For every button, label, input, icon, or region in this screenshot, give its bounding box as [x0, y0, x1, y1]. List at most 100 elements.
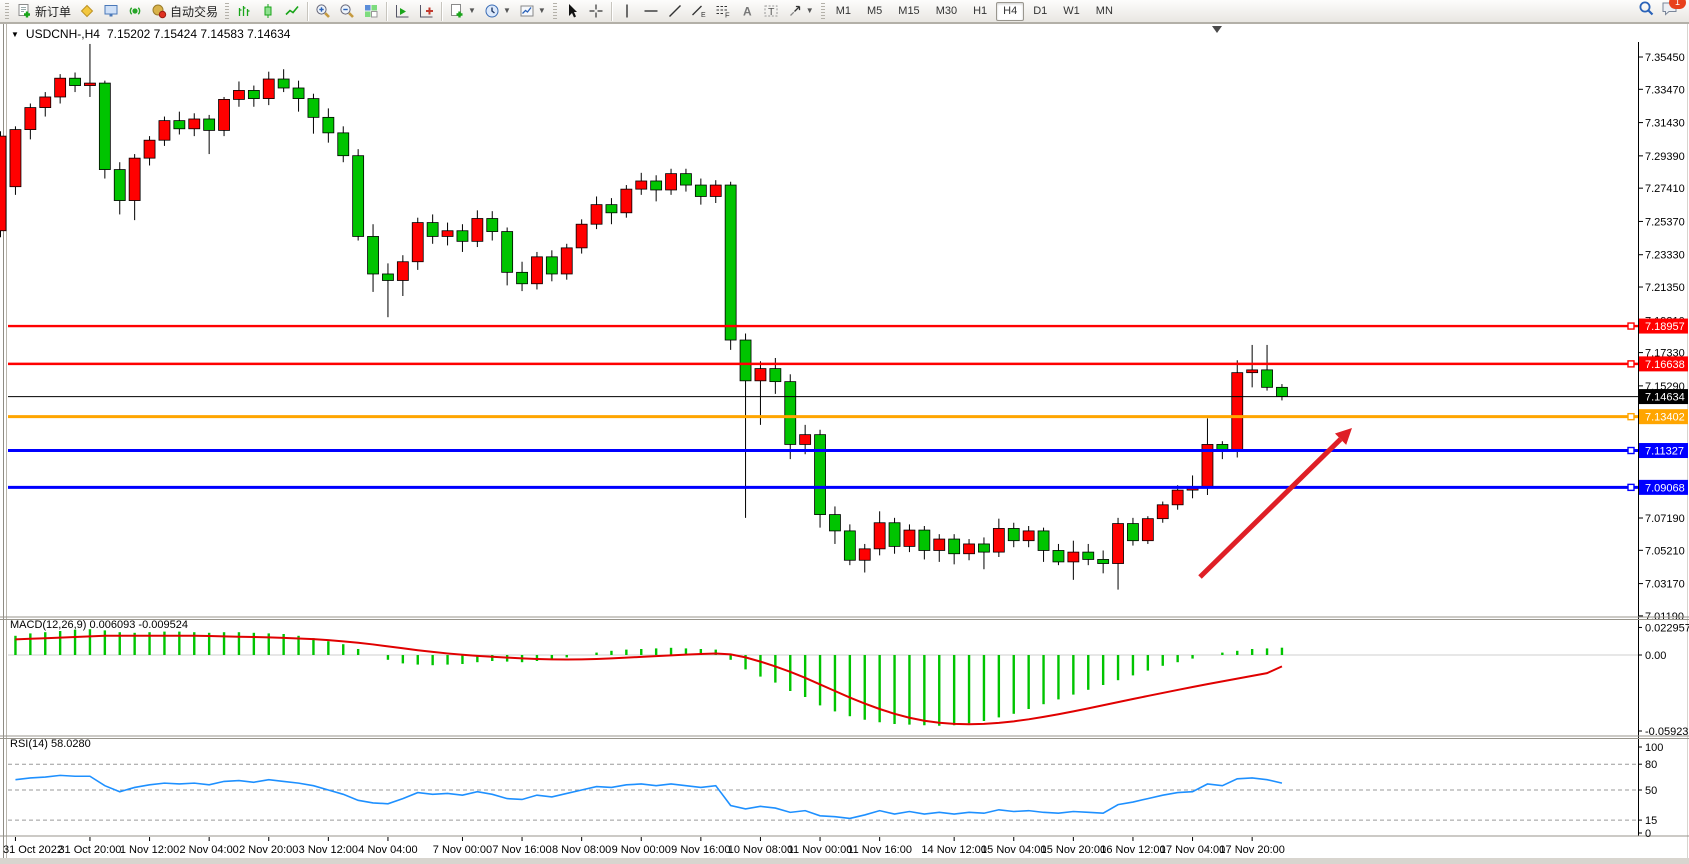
trendline-tool-button[interactable]	[663, 0, 687, 23]
fibonacci-tool-button[interactable]: F	[711, 0, 735, 23]
chart-shift-button[interactable]	[414, 0, 438, 23]
search-icon[interactable]	[1638, 0, 1655, 22]
zoom-out-icon	[339, 3, 355, 19]
zoom-in-button[interactable]	[311, 0, 335, 23]
timeframe-H4[interactable]: H4	[996, 1, 1025, 21]
svg-text:7.33470: 7.33470	[1645, 84, 1685, 96]
zoom-out-button[interactable]	[335, 0, 359, 23]
svg-text:0.00: 0.00	[1645, 650, 1666, 662]
svg-text:3 Nov 12:00: 3 Nov 12:00	[299, 844, 358, 856]
macd-signal-line	[15, 634, 1283, 726]
templates-button[interactable]: ▼	[515, 0, 550, 23]
chart-symbol-period: USDCNH-,H4	[25, 27, 100, 41]
horizontal-line-tool-button[interactable]	[639, 0, 663, 23]
time-axis[interactable]	[14, 837, 1253, 841]
trend-arrow-annotation[interactable]	[1198, 428, 1352, 579]
new-chart-button[interactable]: ▼	[445, 0, 480, 23]
svg-text:7.27410: 7.27410	[1645, 183, 1685, 195]
svg-text:15 Nov 20:00: 15 Nov 20:00	[1041, 844, 1106, 856]
horizontal-line-icon	[643, 3, 659, 19]
timeframe-M15[interactable]: M15	[898, 4, 920, 17]
timeframe-D1[interactable]: D1	[1033, 4, 1048, 17]
svg-text:17 Nov 20:00: 17 Nov 20:00	[1219, 844, 1284, 856]
new-chart-dropdown-caret-icon[interactable]: ▼	[468, 6, 476, 15]
templates-dropdown-caret-icon[interactable]: ▼	[537, 6, 546, 15]
svg-text:7.03170: 7.03170	[1645, 579, 1685, 591]
text-a-icon: A	[739, 3, 755, 19]
metaeditor-button[interactable]	[75, 0, 99, 23]
timeframe-MN[interactable]: MN	[1095, 4, 1113, 17]
toolbar-grip[interactable]	[5, 3, 9, 19]
candles	[0, 43, 1288, 590]
svg-text:14 Nov 12:00: 14 Nov 12:00	[921, 844, 986, 856]
autotrading-icon	[151, 3, 167, 19]
periods-dropdown-caret-icon[interactable]: ▼	[502, 6, 511, 15]
bar-chart-icon	[236, 3, 252, 19]
template-chart-icon	[519, 3, 535, 19]
periods-button[interactable]: ▼	[480, 0, 515, 23]
timeframe-M30[interactable]: M30	[935, 4, 958, 17]
svg-text:7.14634: 7.14634	[1645, 392, 1685, 404]
text-tool-button[interactable]: A	[735, 0, 759, 23]
svg-text:7.05210: 7.05210	[1645, 545, 1685, 557]
bar-chart-button[interactable]	[232, 0, 256, 23]
crosshair-button[interactable]	[584, 0, 608, 23]
arrows-dropdown-caret-icon[interactable]: ▼	[805, 6, 814, 15]
toolbar-grip[interactable]	[820, 3, 825, 19]
new-chart-icon	[449, 3, 465, 19]
candlestick-chart-button[interactable]	[256, 0, 280, 23]
rsi-indicator-label: RSI(14) 58.0280	[10, 738, 91, 750]
equidistant-channel-tool-button[interactable]: E	[687, 0, 711, 23]
timeframe-H1[interactable]: H1	[973, 4, 988, 17]
svg-text:7.07190: 7.07190	[1645, 513, 1685, 525]
toolbar-grip[interactable]	[225, 3, 230, 19]
arrows-icon	[787, 3, 803, 19]
price-tag	[1639, 443, 1688, 459]
signals-button[interactable]	[123, 0, 147, 23]
timeframe-M1[interactable]: M1	[835, 4, 851, 17]
svg-text:11 Nov 16:00: 11 Nov 16:00	[847, 844, 912, 856]
toolbar-separator	[610, 1, 612, 21]
trendline-icon	[667, 3, 683, 19]
text-label-tool-button[interactable]: T	[759, 0, 783, 23]
new-order-label: 新订单	[35, 4, 72, 19]
arrows-tool-button[interactable]: ▼	[783, 0, 818, 23]
new-order-button[interactable]: 新订单	[12, 0, 75, 23]
line-chart-button[interactable]	[280, 0, 304, 23]
svg-text:7.29390: 7.29390	[1645, 151, 1685, 163]
zoom-in-icon	[315, 3, 331, 19]
horizontal-price-lines[interactable]	[8, 318, 1688, 495]
auto-scroll-icon	[394, 3, 410, 19]
svg-text:A: A	[743, 5, 752, 19]
main-toolbar: 新订单 自动交易	[0, 0, 1689, 23]
timeframe-M5[interactable]: M5	[867, 4, 883, 17]
svg-text:31 Oct 20:00: 31 Oct 20:00	[58, 844, 121, 856]
chat-button[interactable]: 1	[1661, 0, 1686, 22]
tile-windows-button[interactable]	[359, 0, 383, 23]
channel-icon: E	[691, 3, 707, 19]
auto-scroll-button[interactable]	[390, 0, 414, 23]
window-bottom-strip	[0, 858, 1689, 864]
timeframe-W1[interactable]: W1	[1063, 4, 1080, 17]
price-tag	[1639, 479, 1688, 495]
line-chart-icon	[284, 3, 300, 19]
toolbar-grip[interactable]	[552, 3, 557, 19]
svg-text:1 Nov 12:00: 1 Nov 12:00	[120, 844, 179, 856]
svg-text:T: T	[768, 6, 775, 18]
svg-text:7.21350: 7.21350	[1645, 282, 1685, 294]
vertical-line-icon	[619, 3, 635, 19]
vertical-line-tool-button[interactable]	[615, 0, 639, 23]
svg-text:0.022957: 0.022957	[1645, 622, 1689, 634]
clock-icon	[484, 3, 500, 19]
terminal-button[interactable]	[99, 0, 123, 23]
svg-text:100: 100	[1645, 742, 1663, 754]
yellow-diamond-icon	[79, 3, 95, 19]
chart-menu-caret-icon[interactable]: ▼	[11, 29, 19, 39]
svg-text:-0.059235: -0.059235	[1645, 726, 1689, 738]
autotrading-button[interactable]: 自动交易	[147, 0, 222, 23]
cursor-button[interactable]	[560, 0, 584, 23]
svg-text:15 Nov 04:00: 15 Nov 04:00	[981, 844, 1046, 856]
svg-text:E: E	[701, 12, 706, 19]
svg-text:2 Nov 04:00: 2 Nov 04:00	[179, 844, 238, 856]
